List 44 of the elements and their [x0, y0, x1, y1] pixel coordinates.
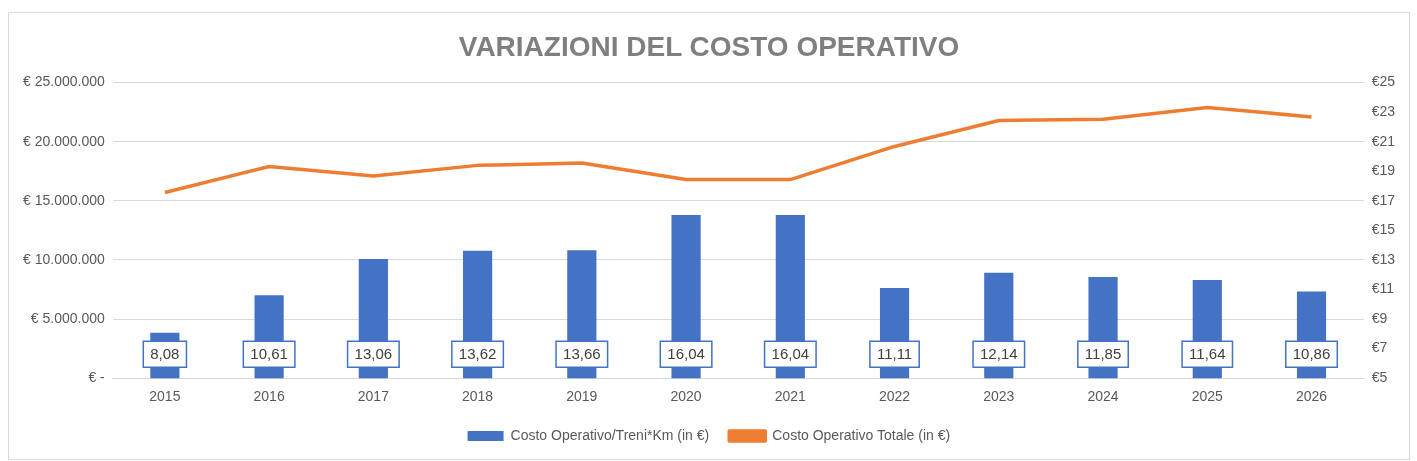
x-tick-label: 2023	[983, 388, 1015, 405]
y2-tick-label: €15	[1371, 221, 1396, 238]
data-label: 11,64	[1189, 345, 1226, 363]
data-label: 10,61	[250, 345, 288, 363]
data-label: 11,11	[876, 345, 913, 363]
x-tick-label: 2018	[462, 388, 494, 405]
y2-tick-label: €7	[1371, 339, 1388, 356]
y2-tick-label: €17	[1371, 191, 1396, 208]
x-tick-label: 2019	[566, 388, 598, 405]
y2-tick-label: €13	[1371, 250, 1396, 267]
y-tick-label: € -	[88, 369, 106, 386]
x-tick-label: 2026	[1295, 388, 1328, 405]
y-tick-label: € 20.000.000	[22, 132, 105, 149]
chart-title: VARIAZIONI DEL COSTO OPERATIVO	[458, 30, 960, 62]
y-tick-label: € 10.000.000	[22, 250, 105, 267]
data-label: 8,08	[150, 345, 180, 363]
y2-tick-label: €19	[1371, 162, 1396, 179]
y-tick-label: € 15.000.000	[22, 191, 105, 208]
legend-label: Costo Operativo Totale (in €)	[772, 426, 951, 443]
y-tick-label: € 25.000.000	[22, 73, 105, 90]
y2-tick-label: €9	[1371, 309, 1388, 326]
legend-label: Costo Operativo/Treni*Km (in €)	[510, 426, 710, 443]
data-label: 13,62	[458, 345, 497, 363]
x-tick-label: 2024	[1087, 388, 1119, 405]
y2-tick-label: €11	[1371, 280, 1395, 297]
y-tick-label: € 5.000.000	[30, 309, 105, 326]
x-tick-label: 2021	[774, 388, 807, 405]
data-label: 13,06	[354, 345, 393, 363]
data-label: 16,04	[667, 345, 705, 363]
data-label: 13,66	[563, 345, 601, 363]
data-label: 11,85	[1084, 345, 1122, 363]
data-label: 16,04	[771, 345, 810, 363]
x-tick-label: 2022	[878, 388, 911, 405]
x-tick-label: 2015	[149, 388, 181, 405]
y2-tick-label: €25	[1371, 73, 1396, 90]
x-tick-label: 2016	[253, 388, 285, 405]
x-tick-label: 2017	[357, 388, 390, 405]
x-tick-label: 2025	[1191, 388, 1224, 405]
y2-tick-label: €23	[1371, 103, 1396, 120]
y2-tick-label: €5	[1371, 369, 1388, 386]
data-label: 10,86	[1292, 345, 1331, 363]
x-tick-label: 2020	[670, 388, 702, 405]
data-label: 12,14	[980, 345, 1018, 363]
y2-tick-label: €21	[1371, 132, 1396, 149]
